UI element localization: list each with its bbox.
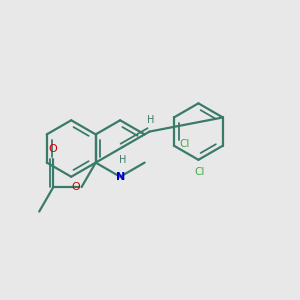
Text: N: N	[116, 172, 125, 182]
Text: O: O	[71, 182, 80, 192]
Text: H: H	[119, 154, 126, 164]
Text: Cl: Cl	[179, 139, 190, 149]
Text: O: O	[48, 144, 57, 154]
Text: H: H	[147, 115, 155, 125]
Text: Cl: Cl	[195, 167, 205, 177]
